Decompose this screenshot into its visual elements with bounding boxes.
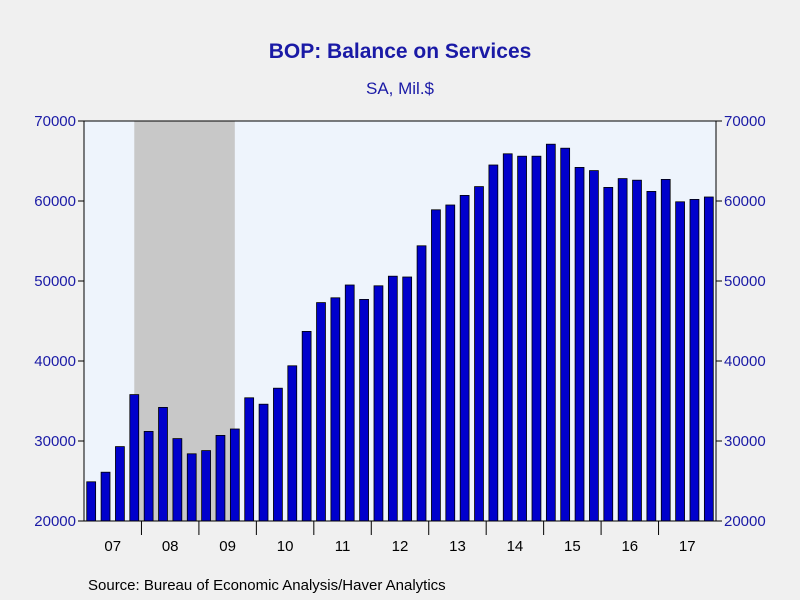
xtick-label: 10 xyxy=(277,538,294,555)
bar-2008Q2 xyxy=(158,406,168,522)
xtick-label: 08 xyxy=(162,538,179,555)
ytick-label-right: 50000 xyxy=(724,273,766,290)
ytick-label-left: 60000 xyxy=(34,193,76,210)
ytick-label-right: 60000 xyxy=(724,193,766,210)
bar-2017Q3 xyxy=(689,198,700,522)
bar-2012Q2 xyxy=(387,275,398,522)
bar-2007Q1 xyxy=(86,481,97,522)
ytick-label-right: 70000 xyxy=(724,113,766,130)
bar-2010Q4 xyxy=(301,330,312,522)
plot-frame xyxy=(83,120,717,522)
ytick-label-left: 30000 xyxy=(34,433,76,450)
bar-2014Q4 xyxy=(531,155,542,522)
bar-2016Q3 xyxy=(632,179,642,522)
bar-2009Q3 xyxy=(229,428,240,522)
xtick-label: 09 xyxy=(219,538,236,555)
bar-2007Q3 xyxy=(115,446,125,522)
bar-2010Q2 xyxy=(273,387,283,522)
ytick-label-left: 50000 xyxy=(34,273,76,290)
xtick-label: 17 xyxy=(679,538,696,555)
bar-2012Q4 xyxy=(416,245,427,522)
bar-2011Q3 xyxy=(344,284,355,522)
source-note: Source: Bureau of Economic Analysis/Have… xyxy=(88,577,446,594)
bar-2014Q2 xyxy=(502,153,513,522)
ytick-label-right: 20000 xyxy=(724,513,766,530)
ytick-label-left: 70000 xyxy=(34,113,76,130)
bar-2016Q1 xyxy=(603,186,614,522)
bar-2013Q1 xyxy=(431,209,441,522)
ytick-label-right: 40000 xyxy=(724,353,766,370)
bars-group xyxy=(86,143,714,522)
bar-2010Q1 xyxy=(258,403,269,522)
bar-2012Q1 xyxy=(373,285,384,522)
bar-2011Q4 xyxy=(359,298,369,522)
bar-2007Q2 xyxy=(100,471,111,522)
xtick-label: 15 xyxy=(564,538,581,555)
bar-2008Q1 xyxy=(143,430,154,522)
bar-2013Q3 xyxy=(459,194,470,522)
bar-2017Q1 xyxy=(660,178,671,522)
ytick-label-left: 40000 xyxy=(34,353,76,370)
bar-2009Q2 xyxy=(215,434,226,522)
xtick-label: 14 xyxy=(507,538,524,555)
ytick-label-right: 30000 xyxy=(724,433,766,450)
bar-2013Q4 xyxy=(474,186,484,522)
axes-group: 20000 20000 30000 30000 40000 40000 50000 50000… xyxy=(34,113,765,555)
bar-2011Q2 xyxy=(330,297,341,522)
bar-2015Q3 xyxy=(574,166,585,522)
bar-2015Q2 xyxy=(560,147,571,522)
bar-2012Q3 xyxy=(402,276,413,522)
bar-2017Q4 xyxy=(703,196,714,522)
xtick-label: 07 xyxy=(104,538,121,555)
xtick-label: 12 xyxy=(392,538,409,555)
chart-subtitle: SA, Mil.$ xyxy=(365,79,435,98)
bar-2011Q1 xyxy=(316,302,326,522)
bar-2014Q3 xyxy=(517,155,527,522)
bar-2016Q4 xyxy=(646,190,657,522)
bar-2015Q4 xyxy=(589,170,599,522)
bar-2010Q3 xyxy=(287,365,298,522)
chart-title: BOP: Balance on Services xyxy=(268,40,532,63)
ytick-label-left: 20000 xyxy=(34,513,76,530)
bar-2009Q4 xyxy=(244,397,255,522)
bar-2016Q2 xyxy=(617,178,628,522)
bar-2007Q4 xyxy=(129,394,140,522)
bar-2008Q3 xyxy=(172,438,183,522)
xtick-label: 16 xyxy=(621,538,638,555)
bar-2017Q2 xyxy=(675,201,685,522)
bar-2008Q4 xyxy=(186,453,197,522)
xtick-label: 13 xyxy=(449,538,466,555)
bar-2015Q1 xyxy=(545,143,556,522)
bar-2013Q2 xyxy=(445,204,456,522)
bar-2014Q1 xyxy=(488,164,499,522)
bar-2009Q1 xyxy=(201,450,211,522)
xtick-label: 11 xyxy=(335,538,351,555)
